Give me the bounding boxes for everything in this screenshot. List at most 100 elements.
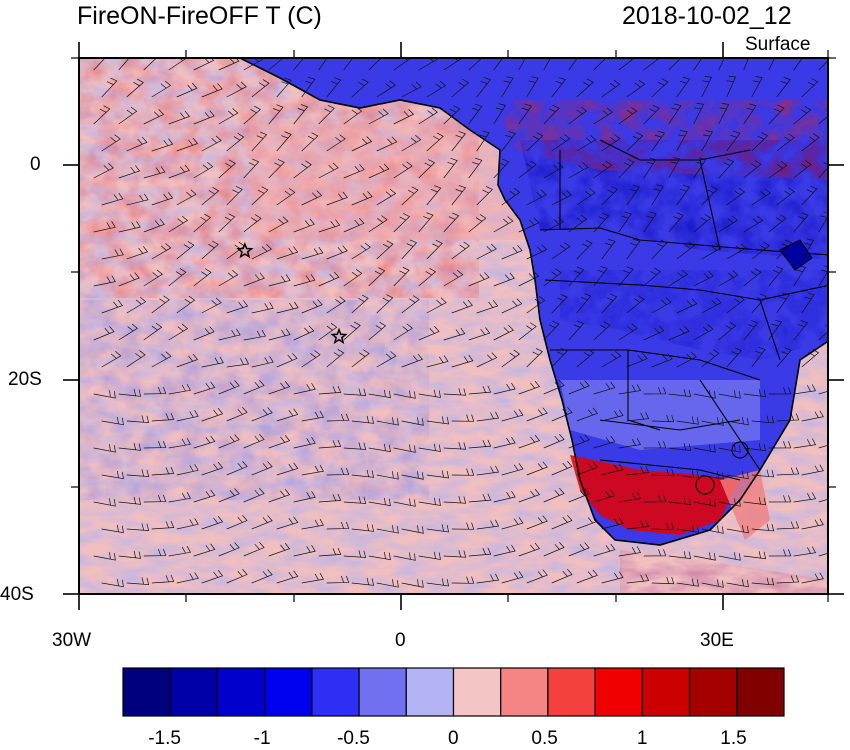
wind-barb (443, 442, 467, 450)
wind-barb (343, 496, 367, 504)
colorbar-label: -1 (253, 728, 271, 749)
wind-barb (451, 354, 474, 368)
wind-barb (176, 410, 199, 422)
wind-barb (468, 103, 483, 125)
wind-barb (126, 78, 144, 98)
wind-barb (318, 493, 342, 503)
wind-barb (443, 105, 461, 125)
wind-barb (751, 293, 767, 314)
colorbar-swatch (311, 667, 360, 717)
wind-barb (718, 321, 737, 341)
wind-barb (551, 293, 568, 314)
wind-barb (376, 525, 399, 534)
wind-barb (618, 211, 632, 233)
wind-barb (626, 574, 650, 584)
wind-barb (693, 324, 714, 341)
wind-barb (743, 268, 762, 287)
wind-barb (651, 576, 675, 585)
wind-barb (518, 58, 526, 71)
wind-barb (451, 576, 475, 584)
wind-barb (543, 434, 565, 449)
wind-barb (276, 246, 299, 260)
wind-barb (143, 58, 157, 71)
wind-barb (718, 498, 741, 507)
wind-barb (118, 58, 130, 71)
colorbar-label: 0.5 (531, 728, 558, 749)
wind-barb (743, 443, 767, 452)
wind-barb (293, 104, 309, 125)
wind-barb (326, 521, 350, 530)
wind-barb (768, 495, 792, 503)
wind-barb (201, 408, 224, 422)
wind-barb (193, 381, 216, 395)
temperature-field (79, 58, 828, 594)
wind-barb (393, 552, 416, 561)
wind-barb (543, 104, 560, 125)
wind-barb (301, 350, 321, 368)
wind-barb (768, 104, 785, 125)
wind-barb (626, 295, 645, 314)
wind-barb (643, 157, 657, 179)
wind-barb (343, 217, 365, 233)
wind-barb (343, 321, 361, 341)
wind-barb (776, 467, 800, 476)
wind-barb (743, 103, 757, 125)
wind-barb (376, 80, 396, 98)
wind-barb (343, 388, 367, 396)
wind-barb (468, 327, 491, 341)
wind-barb (201, 240, 219, 260)
wind-barb (151, 351, 172, 368)
wind-barb (576, 569, 598, 584)
wind-barb (501, 187, 521, 206)
wind-barb (451, 468, 475, 476)
wind-barb (93, 58, 106, 71)
wind-barb (443, 269, 464, 287)
wind-barb (651, 414, 675, 423)
wind-barb (343, 269, 363, 287)
wind-barb (176, 295, 196, 314)
wind-barb (451, 241, 470, 260)
wind-barb (476, 573, 500, 584)
wind-barb (426, 416, 449, 425)
wind-barb (693, 444, 716, 453)
wind-barb (276, 516, 299, 530)
wind-barb (376, 417, 399, 426)
wind-barb (426, 355, 449, 368)
wind-barb (393, 213, 411, 233)
wind-barb (768, 549, 792, 557)
wind-barb (143, 494, 167, 503)
wind-barb (293, 218, 315, 233)
wind-barb (518, 160, 537, 179)
wind-barb (443, 158, 458, 179)
wind-barb (301, 190, 323, 206)
colorbar-label: 1.5 (720, 728, 747, 749)
wind-barb (201, 462, 224, 476)
wind-barb (676, 130, 688, 152)
wind-barb (426, 524, 449, 533)
wind-barb (426, 240, 443, 260)
wind-barb (526, 515, 548, 530)
wind-barb (618, 384, 642, 395)
wind-barb (451, 414, 475, 422)
wind-barb (468, 272, 490, 287)
wind-barb (551, 347, 568, 368)
wind-barb (818, 158, 828, 179)
wind-barb (268, 274, 291, 287)
wind-barb (401, 239, 418, 260)
wind-barb (118, 272, 140, 287)
wind-barb (401, 353, 423, 368)
wind-barb (693, 270, 714, 287)
wind-barb (618, 492, 642, 503)
wind-barb (201, 186, 220, 206)
wind-barb (368, 497, 391, 507)
wind-barb (168, 110, 190, 125)
wind-barb (618, 266, 634, 287)
wind-barb (743, 215, 764, 233)
wind-barb (293, 437, 316, 449)
wind-barb (651, 184, 664, 206)
wind-barb (151, 520, 175, 530)
wind-barb (643, 211, 657, 233)
wind-barb (301, 572, 324, 584)
wind-barb (818, 444, 828, 449)
